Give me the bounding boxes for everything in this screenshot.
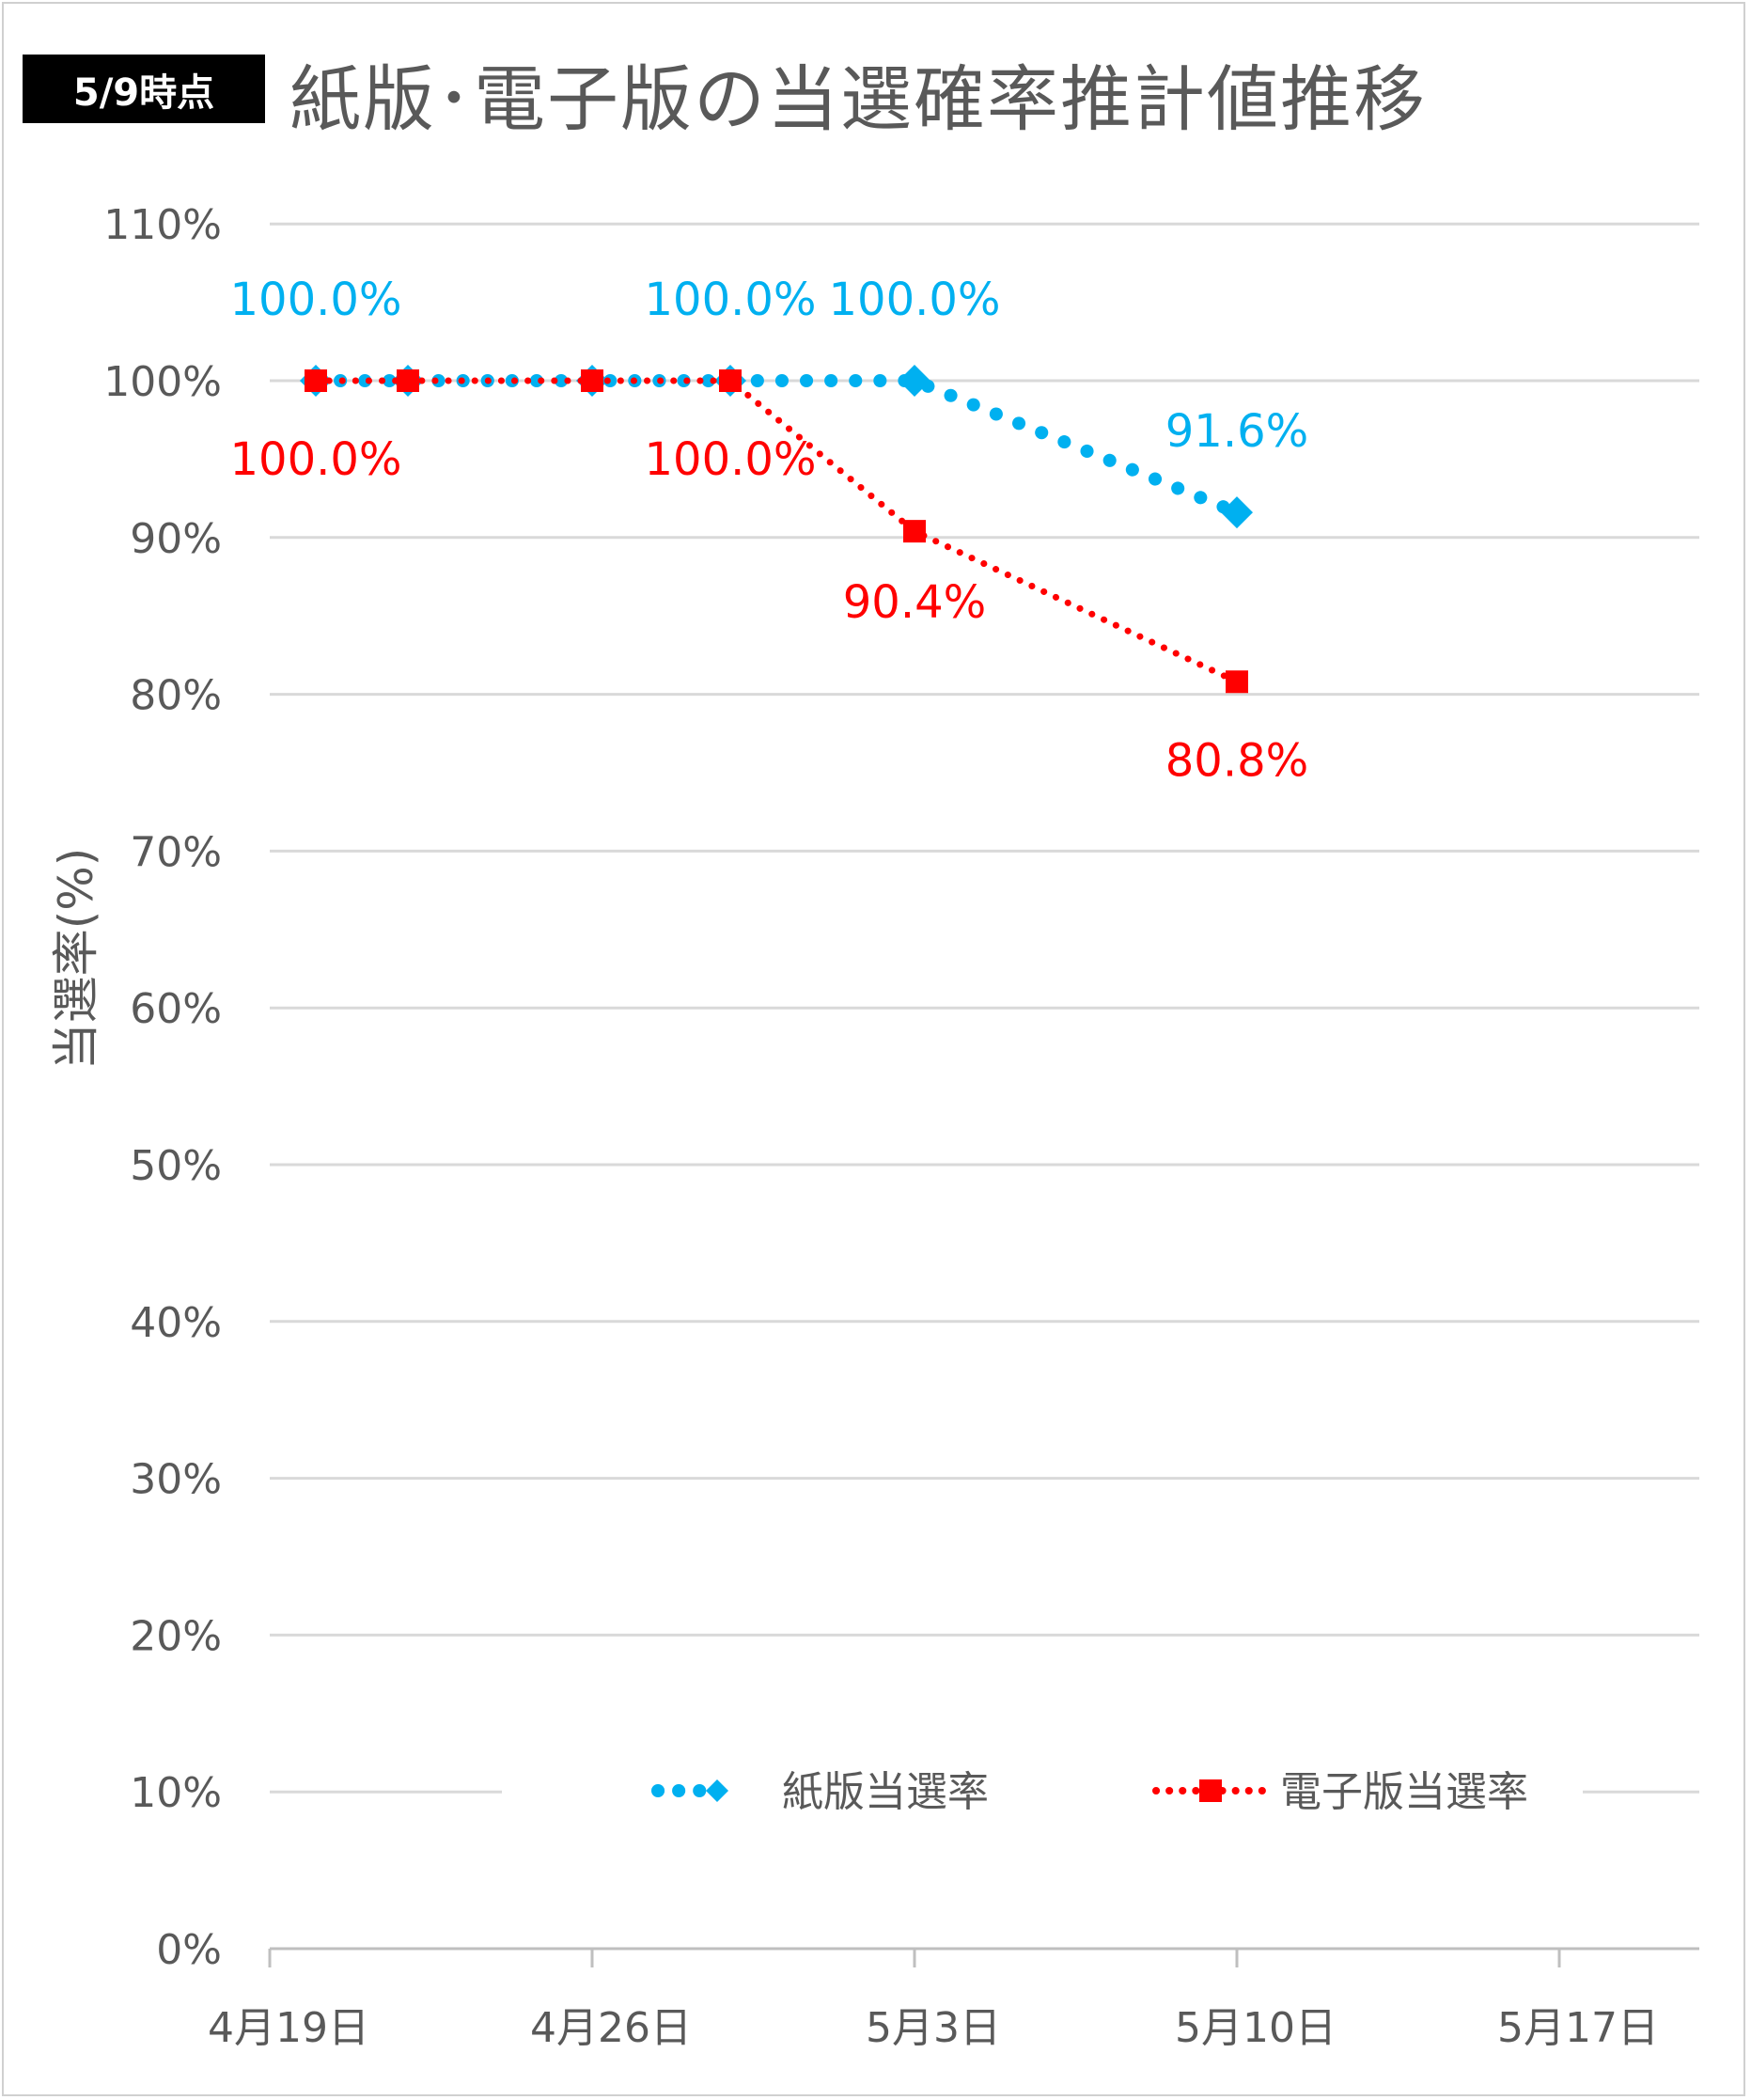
data-label-electronic: 100.0% bbox=[644, 433, 816, 486]
data-labels: 100.0% 100.0% 100.0%91.6%100.0% 100.0%90.4%… bbox=[229, 274, 1308, 787]
y-tick-label: 80% bbox=[130, 672, 222, 720]
y-axis-label: 当選率(%) bbox=[49, 848, 103, 1071]
gridlines bbox=[270, 222, 1699, 1794]
series-electronic-marker bbox=[719, 369, 742, 392]
y-tick-label: 0% bbox=[156, 1926, 222, 1974]
series-electronic-marker bbox=[581, 369, 603, 392]
x-tick-label: 5月3日 bbox=[866, 2004, 1001, 2052]
data-label-paper: 100.0% bbox=[644, 274, 816, 326]
x-tick-label: 5月10日 bbox=[1175, 2004, 1337, 2052]
data-label-paper: 100.0% bbox=[828, 274, 1000, 326]
legend-paper-marker bbox=[706, 1779, 728, 1802]
series-paper-marker bbox=[899, 365, 930, 397]
series-layer bbox=[300, 365, 1253, 694]
data-label-electronic: 100.0% bbox=[229, 433, 401, 486]
series-electronic-line bbox=[312, 377, 1241, 685]
series-electronic-marker bbox=[1226, 670, 1248, 694]
series-paper-marker bbox=[1221, 496, 1253, 529]
y-tick-label: 20% bbox=[130, 1612, 222, 1660]
legend-electronic-label: 電子版当選率 bbox=[1280, 1768, 1528, 1816]
series-electronic-marker bbox=[397, 369, 419, 392]
series-electronic-marker bbox=[903, 520, 926, 543]
x-axis: 4月19日 4月26日 5月3日 5月10日 5月17日 bbox=[208, 1947, 1699, 2052]
x-tick-label: 4月19日 bbox=[208, 2004, 369, 2052]
legend: 紙版当選率 電子版当選率 bbox=[502, 1763, 1583, 1819]
y-tick-label: 30% bbox=[130, 1456, 222, 1504]
y-tick-label: 40% bbox=[130, 1299, 222, 1347]
series-electronic-marker bbox=[305, 369, 327, 392]
data-label-electronic: 90.4% bbox=[843, 576, 986, 629]
x-tick-label: 4月26日 bbox=[530, 2004, 692, 2052]
x-tick-label: 5月17日 bbox=[1497, 2004, 1659, 2052]
y-tick-label: 10% bbox=[130, 1769, 222, 1817]
date-badge: 5/9時点 bbox=[23, 55, 265, 123]
y-tick-label: 90% bbox=[130, 515, 222, 563]
y-tick-label: 110% bbox=[103, 201, 222, 249]
chart-title: 紙版･電子版の当選確率推計値推移 bbox=[289, 57, 1427, 141]
legend-electronic-marker bbox=[1199, 1779, 1222, 1802]
y-tick-label: 70% bbox=[130, 828, 222, 876]
data-label-electronic: 80.8% bbox=[1165, 734, 1308, 787]
data-label-paper: 91.6% bbox=[1165, 405, 1308, 458]
y-tick-label: 50% bbox=[130, 1142, 222, 1190]
data-label-paper: 100.0% bbox=[229, 274, 401, 326]
legend-paper-label: 紙版当選率 bbox=[782, 1768, 989, 1816]
y-tick-label: 100% bbox=[103, 358, 222, 406]
y-tick-label: 60% bbox=[130, 985, 222, 1033]
y-axis-ticks: 0% 10% 20% 30% 40% 50% 60% 70% 80% 90% 100% 110% bbox=[103, 201, 222, 1974]
